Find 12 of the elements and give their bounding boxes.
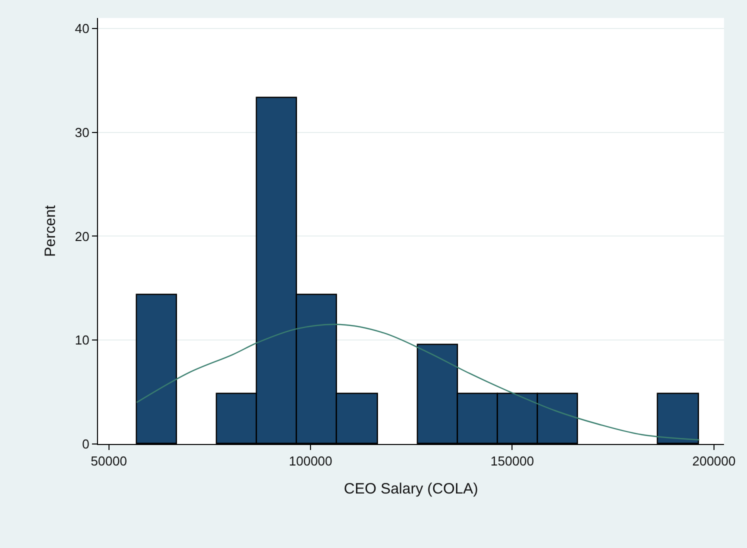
x-axis-title: CEO Salary (COLA) [344, 480, 478, 498]
y-tick-label: 10 [74, 332, 90, 348]
x-tick-label: 100000 [288, 454, 332, 469]
y-tick-label: 0 [82, 436, 90, 452]
y-tick-label: 20 [74, 228, 90, 244]
y-tick-label: 40 [74, 20, 90, 36]
x-tick-label: 150000 [490, 454, 534, 469]
y-tick-label: 30 [74, 124, 90, 140]
x-tick-label: 200000 [692, 454, 736, 469]
line-series [136, 324, 700, 440]
x-tick-label: 50000 [90, 454, 127, 469]
y-axis-title: Percent [42, 204, 60, 257]
